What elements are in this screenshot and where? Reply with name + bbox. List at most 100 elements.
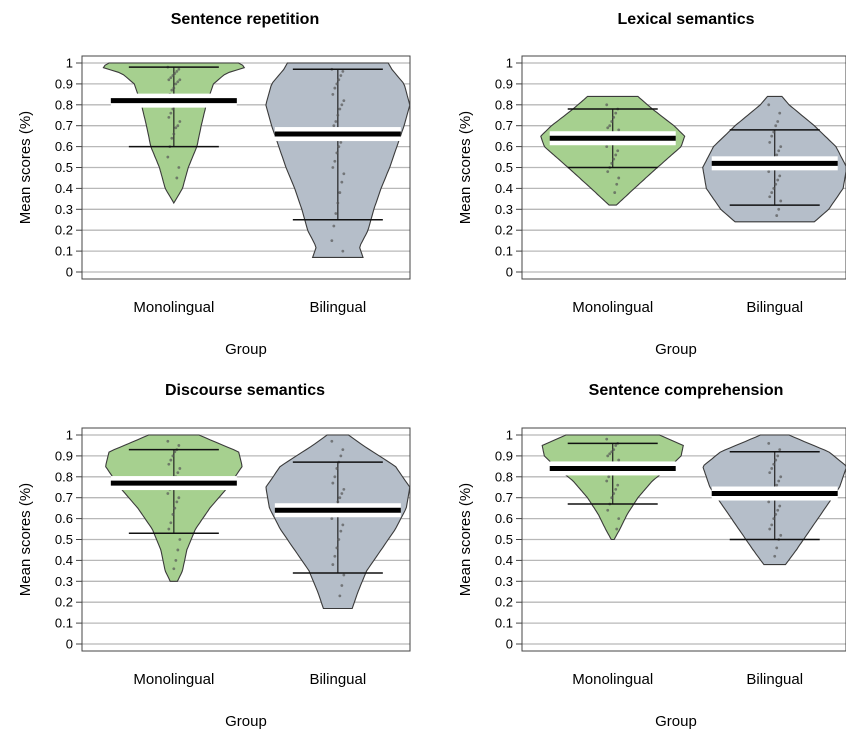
data-point — [171, 454, 175, 458]
data-point — [166, 492, 170, 495]
x-axis-label: Group — [225, 713, 267, 729]
y-tick-label: 0 — [506, 637, 513, 652]
data-point — [767, 441, 771, 445]
x-category-label: Monolingual — [572, 671, 653, 688]
data-point — [332, 224, 336, 228]
data-point — [778, 448, 782, 452]
data-point — [617, 176, 621, 180]
data-point — [610, 450, 614, 454]
data-point — [614, 444, 618, 447]
data-point — [336, 201, 340, 205]
data-point — [175, 500, 179, 504]
y-tick-label: 0.9 — [55, 76, 73, 91]
data-point — [767, 170, 771, 174]
data-point — [779, 199, 783, 203]
data-point — [339, 529, 343, 533]
y-tick-label: 0.8 — [495, 469, 513, 484]
data-point — [175, 69, 179, 73]
data-point — [777, 479, 781, 483]
data-point — [176, 548, 180, 552]
data-point — [776, 120, 780, 123]
data-point — [338, 107, 342, 111]
panel-3: Discourse semantics 0 0.1 0.2 0.3 0.4 0.5 0.6 0.… — [17, 382, 411, 729]
data-point — [612, 448, 616, 452]
data-point — [776, 508, 780, 512]
data-point — [169, 76, 173, 80]
data-point — [342, 487, 346, 491]
data-point — [173, 450, 177, 454]
data-point — [178, 538, 182, 541]
data-point — [772, 517, 776, 520]
data-point — [174, 559, 178, 562]
y-axis-label: Mean scores (%) — [17, 111, 34, 224]
data-point — [605, 437, 609, 441]
data-point — [773, 554, 777, 558]
data-point — [337, 145, 341, 149]
data-point — [167, 115, 171, 119]
y-tick-label: 0.6 — [55, 511, 73, 526]
data-point — [614, 153, 618, 157]
x-category-label: Monolingual — [572, 299, 653, 316]
data-point — [767, 103, 771, 107]
y-tick-label: 0.6 — [495, 511, 513, 526]
data-point — [775, 214, 779, 217]
x-axis-label: Group — [655, 341, 697, 358]
y-tick-label: 0.6 — [495, 139, 513, 154]
data-point — [330, 439, 334, 443]
panel-1: Sentence repetition 0 0.1 0.2 0.3 0.4 0.5 0.6 0.… — [17, 11, 411, 358]
y-tick-label: 0.5 — [55, 160, 73, 175]
data-point — [614, 111, 618, 115]
data-point — [172, 86, 176, 90]
data-point — [617, 517, 621, 520]
data-point — [174, 82, 178, 86]
y-tick-label: 0 — [506, 265, 513, 280]
data-point — [778, 174, 782, 178]
x-category-label: Bilingual — [309, 671, 366, 688]
y-tick-label: 1 — [66, 56, 73, 71]
panel-title: Sentence repetition — [171, 11, 319, 28]
data-point — [172, 132, 176, 136]
data-point — [772, 462, 776, 466]
data-point — [176, 124, 180, 128]
x-axis-label: Group — [655, 713, 697, 729]
data-point — [770, 191, 774, 194]
data-point — [341, 448, 345, 452]
y-tick-label: 0.3 — [495, 202, 513, 217]
data-point — [166, 155, 170, 159]
y-tick-label: 0.2 — [55, 223, 73, 238]
data-point — [768, 471, 772, 475]
data-point — [330, 239, 334, 243]
data-point — [333, 159, 337, 163]
data-point — [175, 176, 179, 180]
data-point — [774, 513, 778, 516]
data-point — [774, 182, 778, 186]
data-point — [777, 207, 781, 211]
data-point — [331, 92, 335, 96]
data-point — [177, 166, 181, 169]
data-point — [605, 145, 609, 149]
data-point — [174, 126, 178, 130]
y-tick-label: 0.1 — [55, 616, 73, 631]
data-point — [774, 458, 778, 462]
data-point — [778, 111, 782, 115]
data-point — [172, 567, 176, 571]
panel-4: Sentence comprehension 0 0.1 0.2 0.3 0.4 0.5 0.… — [457, 382, 846, 729]
data-point — [335, 82, 339, 86]
data-point — [610, 496, 614, 500]
data-point — [615, 527, 619, 531]
data-point — [768, 141, 772, 144]
data-point — [333, 554, 337, 558]
y-axis-label: Mean scores (%) — [457, 483, 474, 596]
y-tick-label: 0.2 — [495, 223, 513, 238]
y-tick-label: 0 — [66, 265, 73, 280]
data-point — [614, 487, 618, 491]
data-point — [610, 161, 614, 165]
data-point — [338, 594, 342, 598]
data-point — [768, 527, 772, 531]
data-point — [606, 508, 610, 512]
data-point — [779, 475, 783, 479]
x-category-label: Monolingual — [133, 671, 214, 688]
data-point — [774, 124, 778, 128]
y-tick-label: 0.4 — [55, 181, 73, 196]
data-point — [341, 523, 345, 527]
